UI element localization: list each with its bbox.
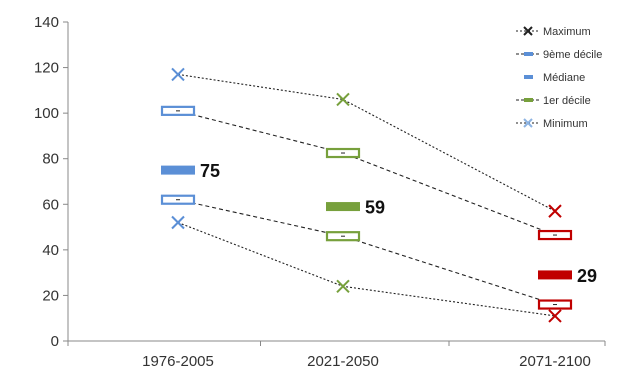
x-tick-label: 2021-2050 [307, 353, 379, 370]
legend-marker [524, 98, 533, 102]
median-marker [538, 270, 572, 280]
y-tick-label: 100 [34, 105, 59, 122]
x-tick-label: 1976-2005 [142, 353, 214, 370]
median-labels: 75 59 29 [200, 161, 597, 286]
legend-label: Minimum [543, 118, 588, 130]
maximum-marker [336, 92, 350, 107]
series-line-maximum [177, 73, 556, 212]
legend-label: Médiane [543, 72, 585, 84]
marker-stroke [171, 67, 185, 82]
median-marker [326, 202, 360, 212]
marker-stroke [548, 309, 562, 323]
marker-stroke [336, 92, 350, 107]
x-tick-label: 2071-2100 [519, 353, 591, 370]
legend-marker [524, 75, 533, 79]
legend-label: 9ème décile [543, 49, 602, 61]
y-tick-label: 60 [42, 196, 59, 213]
legend-item-1er-décile: 1er décile [516, 95, 591, 107]
minimum-marker [336, 279, 350, 294]
legend: Maximum 9ème décile Médiane 1er décile Minim… [516, 26, 602, 130]
y-tick-label: 120 [34, 60, 59, 77]
y-tick-label: 0 [51, 333, 59, 350]
legend-item-maximum: Maximum [516, 26, 591, 38]
marker-stroke [548, 204, 562, 218]
axes: 0 20 40 60 80 100 120 140 1976-2005 2021-2050 2071… [34, 14, 606, 370]
series-lines [177, 73, 556, 317]
y-tick-label: 40 [42, 242, 59, 259]
legend-item-médiane: Médiane [524, 72, 585, 84]
legend-item-minimum: Minimum [516, 118, 588, 130]
minimum-marker [548, 309, 562, 323]
series-line-minimum [177, 222, 556, 317]
marker-stroke [171, 215, 185, 230]
median-marker [161, 165, 195, 175]
minimum-marker [171, 215, 185, 230]
y-tick-label: 20 [42, 287, 59, 304]
legend-item-9ème-décile: 9ème décile [516, 49, 602, 61]
median-value-label: 29 [577, 266, 597, 286]
legend-marker [523, 26, 533, 36]
legend-marker [523, 118, 533, 128]
median-value-label: 75 [200, 161, 220, 181]
y-tick-label: 80 [42, 151, 59, 168]
marker-stroke [336, 279, 350, 294]
legend-label: Maximum [543, 26, 591, 38]
legend-marker [524, 52, 533, 56]
maximum-marker [171, 67, 185, 82]
maximum-marker [548, 204, 562, 218]
y-tick-label: 140 [34, 14, 59, 31]
legend-label: 1er décile [543, 95, 591, 107]
median-value-label: 59 [365, 198, 385, 218]
series-marks [160, 67, 573, 323]
